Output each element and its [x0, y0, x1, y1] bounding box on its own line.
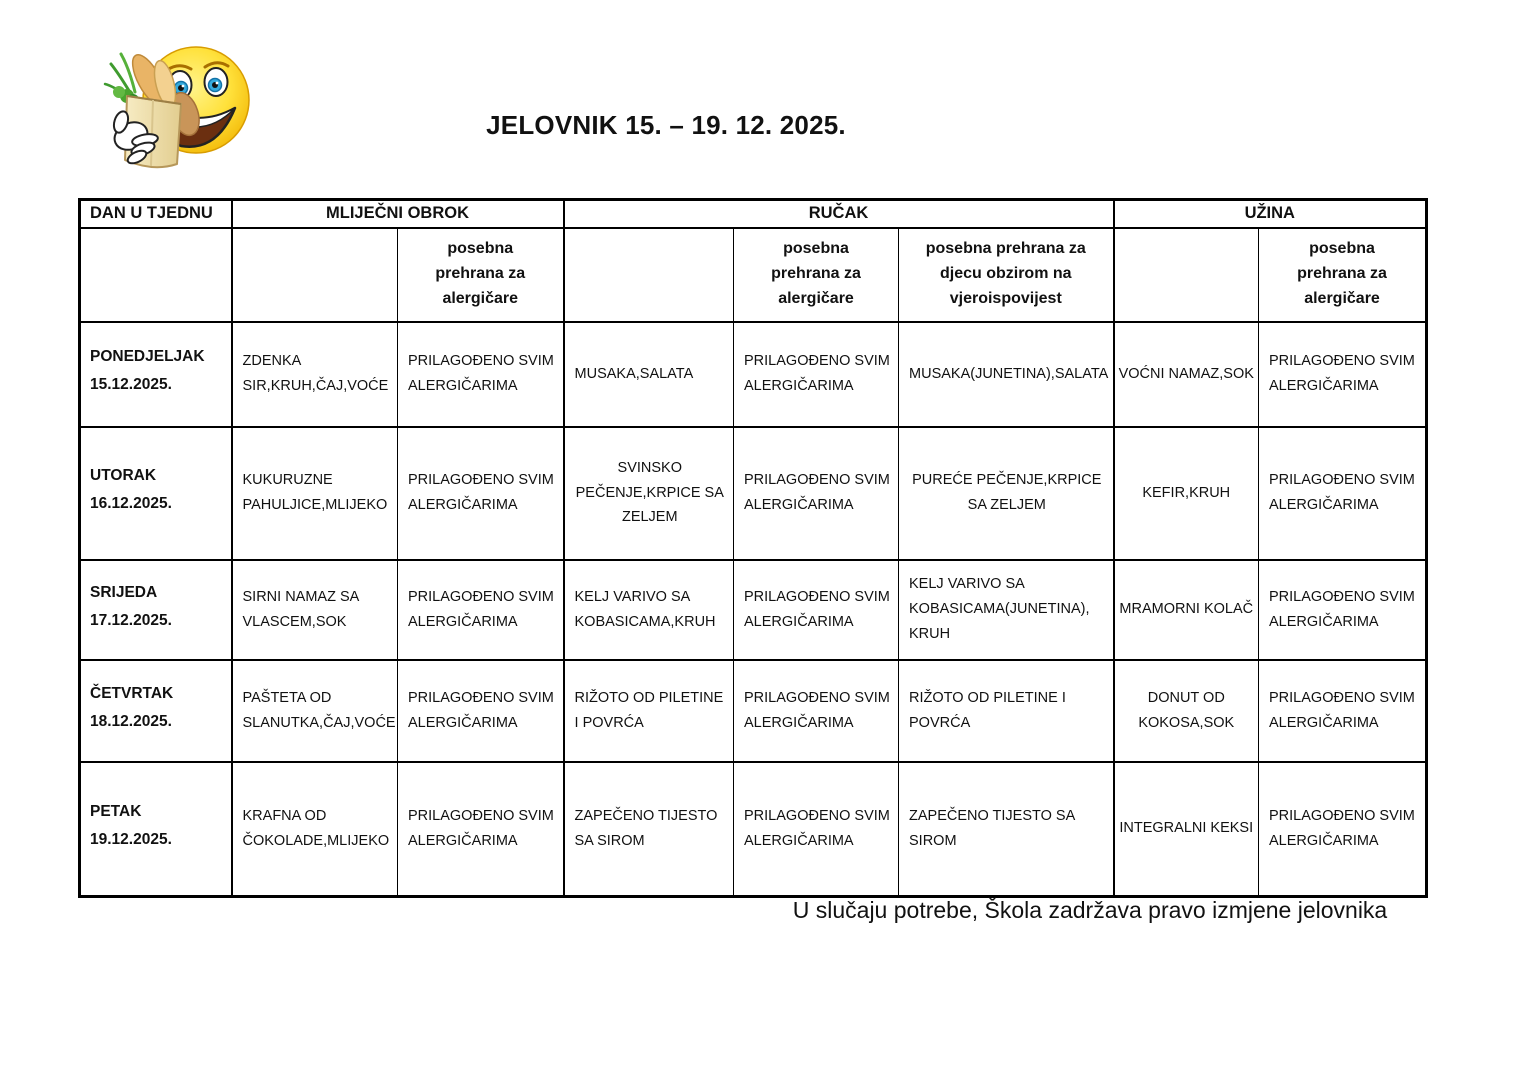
day-date: 18.12.2025. [90, 712, 172, 730]
menu-cell-milk-allergy: PRILAGOĐENO SVIM ALERGIČARIMA [396, 760, 565, 898]
day-cell: SRIJEDA 17.12.2025. [79, 558, 232, 661]
subheader-empty [230, 226, 398, 323]
table-row-thursday: ČETVRTAK 18.12.2025. PAŠTETA OD SLANUTKA… [79, 658, 1428, 763]
subheader-allergy-milk: posebna prehrana za alergičare [396, 226, 565, 323]
menu-cell-snack-allergy: PRILAGOĐENO SVIM ALERGIČARIMA [1258, 760, 1428, 898]
menu-table: DAN U TJEDNU MLIJEČNI OBROK RUČAK UŽINA … [78, 198, 1429, 898]
menu-cell-snack: VOĆNI NAMAZ,SOK [1112, 320, 1260, 428]
menu-cell-snack-allergy: PRILAGOĐENO SVIM ALERGIČARIMA [1258, 425, 1428, 561]
menu-cell-religion: PUREĆE PEČENJE,KRPICE SA ZELJEM [898, 425, 1115, 561]
subheader-empty [79, 226, 232, 323]
header-lunch: RUČAK [562, 198, 1115, 229]
smiley-grocery-logo [93, 40, 253, 170]
menu-cell-snack-allergy: PRILAGOĐENO SVIM ALERGIČARIMA [1258, 320, 1428, 428]
menu-cell-milk: KRAFNA OD ČOKOLADE,MLIJEKO [230, 760, 398, 898]
menu-cell-snack: MRAMORNI KOLAČ [1112, 558, 1260, 661]
menu-cell-religion: MUSAKA(JUNETINA),SALATA [898, 320, 1115, 428]
table-row-monday: PONEDJELJAK 15.12.2025. ZDENKA SIR,KRUH,… [79, 320, 1428, 428]
menu-cell-snack: DONUT OD KOKOSA,SOK [1112, 658, 1260, 763]
header-snack: UŽINA [1112, 198, 1428, 229]
menu-cell-lunch-allergy: PRILAGOĐENO SVIM ALERGIČARIMA [733, 558, 900, 661]
menu-cell-snack: INTEGRALNI KEKSI [1112, 760, 1260, 898]
subheader-religion: posebna prehrana za djecu obzirom na vje… [898, 226, 1115, 323]
day-date: 19.12.2025. [90, 830, 172, 848]
day-cell: UTORAK 16.12.2025. [79, 425, 232, 561]
table-row-friday: PETAK 19.12.2025. KRAFNA OD ČOKOLADE,MLI… [79, 760, 1428, 898]
menu-cell-milk: KUKURUZNE PAHULJICE,MLIJEKO [230, 425, 398, 561]
subheader-empty [1112, 226, 1260, 323]
menu-cell-lunch: RIŽOTO OD PILETINE I POVRĆA [562, 658, 735, 763]
menu-cell-lunch: MUSAKA,SALATA [562, 320, 735, 428]
day-name: SRIJEDA [90, 583, 158, 601]
footer-note: U slučaju potrebe, Škola zadržava pravo … [792, 897, 1388, 923]
menu-cell-lunch-allergy: PRILAGOĐENO SVIM ALERGIČARIMA [733, 320, 900, 428]
day-name: PETAK [90, 802, 142, 820]
menu-cell-milk: ZDENKA SIR,KRUH,ČAJ,VOĆE [230, 320, 398, 428]
day-name: UTORAK [90, 467, 157, 485]
menu-cell-milk-allergy: PRILAGOĐENO SVIM ALERGIČARIMA [396, 320, 565, 428]
menu-cell-snack: KEFIR,KRUH [1112, 425, 1260, 561]
day-name: ČETVRTAK [90, 684, 174, 702]
day-cell: ČETVRTAK 18.12.2025. [79, 658, 232, 763]
day-cell: PETAK 19.12.2025. [79, 760, 232, 898]
menu-cell-milk: PAŠTETA OD SLANUTKA,ČAJ,VOĆE [230, 658, 398, 763]
menu-cell-lunch-allergy: PRILAGOĐENO SVIM ALERGIČARIMA [733, 658, 900, 763]
menu-cell-snack-allergy: PRILAGOĐENO SVIM ALERGIČARIMA [1258, 558, 1428, 661]
menu-cell-lunch: SVINSKO PEČENJE,KRPICE SA ZELJEM [562, 425, 735, 561]
menu-cell-milk-allergy: PRILAGOĐENO SVIM ALERGIČARIMA [396, 658, 565, 763]
menu-cell-snack-allergy: PRILAGOĐENO SVIM ALERGIČARIMA [1258, 658, 1428, 763]
subheader-allergy-snack: posebna prehrana za alergičare [1258, 226, 1428, 323]
table-header-row: DAN U TJEDNU MLIJEČNI OBROK RUČAK UŽINA [79, 198, 1428, 229]
menu-cell-milk-allergy: PRILAGOĐENO SVIM ALERGIČARIMA [396, 558, 565, 661]
subheader-empty [562, 226, 735, 323]
table-row-tuesday: UTORAK 16.12.2025. KUKURUZNE PAHULJICE,M… [79, 425, 1428, 561]
header-day: DAN U TJEDNU [79, 198, 232, 229]
page-title: JELOVNIK 15. – 19. 12. 2025. [486, 110, 846, 140]
menu-cell-religion: RIŽOTO OD PILETINE I POVRĆA [898, 658, 1115, 763]
table-row-wednesday: SRIJEDA 17.12.2025. SIRNI NAMAZ SA VLASC… [79, 558, 1428, 661]
menu-cell-lunch: KELJ VARIVO SA KOBASICAMA,KRUH [562, 558, 735, 661]
day-date: 15.12.2025. [90, 376, 172, 393]
header-milk-meal: MLIJEČNI OBROK [230, 198, 565, 229]
menu-cell-religion: ZAPEČENO TIJESTO SA SIROM [898, 760, 1115, 898]
menu-cell-milk-allergy: PRILAGOĐENO SVIM ALERGIČARIMA [396, 425, 565, 561]
menu-cell-lunch-allergy: PRILAGOĐENO SVIM ALERGIČARIMA [733, 760, 900, 898]
table-subheader-row: posebna prehrana za alergičare posebna p… [79, 226, 1428, 323]
menu-cell-milk: SIRNI NAMAZ SA VLASCEM,SOK [230, 558, 398, 661]
day-date: 17.12.2025. [90, 611, 172, 629]
menu-cell-religion: KELJ VARIVO SA KOBASICAMA(JUNETINA), KRU… [898, 558, 1115, 661]
subheader-allergy-lunch: posebna prehrana za alergičare [733, 226, 900, 323]
menu-cell-lunch: ZAPEČENO TIJESTO SA SIROM [562, 760, 735, 898]
day-cell: PONEDJELJAK 15.12.2025. [79, 320, 232, 428]
smiley-grocery-icon [103, 46, 250, 169]
day-name: PONEDJELJAK [90, 348, 205, 366]
menu-cell-lunch-allergy: PRILAGOĐENO SVIM ALERGIČARIMA [733, 425, 900, 561]
day-date: 16.12.2025. [90, 495, 172, 512]
